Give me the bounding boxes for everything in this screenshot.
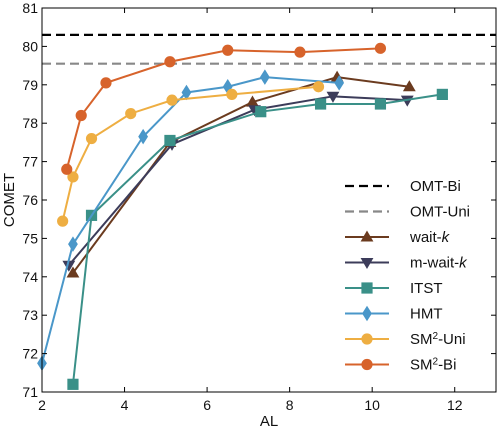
series-2-line — [71, 93, 443, 385]
series-4-point — [67, 171, 79, 183]
legend-marker — [362, 305, 372, 322]
y-tick-label: 78 — [22, 115, 38, 131]
series-3-point — [181, 84, 192, 101]
x-tick-label: 6 — [203, 397, 211, 413]
legend: OMT-Bi OMT-Uni wait-k m-wait-k ITST HMT SM2-Un… — [345, 178, 470, 374]
series-5-point — [75, 109, 87, 122]
series-4-point — [312, 81, 325, 93]
series-5-point — [164, 56, 176, 68]
series-2-point — [164, 134, 176, 147]
legend-marker — [360, 257, 374, 270]
x-tick-label: 12 — [447, 397, 463, 413]
series-4-point — [125, 108, 137, 120]
y-axis-label: COMET — [1, 173, 18, 227]
legend-marker — [361, 282, 373, 294]
series-5-point — [374, 42, 387, 54]
legend-label: SM2-Uni — [410, 331, 466, 349]
y-tick-label: 81 — [22, 0, 38, 16]
y-tick-label: 75 — [22, 230, 38, 246]
series-layer — [37, 42, 448, 390]
series-3-point — [68, 236, 78, 252]
legend-label: SM2-Bi — [410, 356, 456, 374]
x-axis-label: AL — [260, 413, 278, 430]
y-tick-label: 73 — [22, 307, 38, 323]
y-tick-label: 79 — [22, 77, 38, 93]
legend-label: HMT — [410, 306, 443, 323]
series-0-line — [72, 76, 410, 274]
series-2-point — [314, 98, 327, 110]
series-0-point — [66, 266, 80, 278]
series-5-point — [222, 44, 234, 56]
series-0-point — [402, 80, 416, 92]
series-5-point — [100, 77, 112, 89]
x-tick-label: 10 — [364, 397, 380, 413]
legend-label: OMT-Bi — [410, 178, 461, 195]
y-tick-label: 72 — [22, 346, 38, 362]
series-1-point — [326, 91, 340, 103]
x-tick-label: 4 — [121, 397, 129, 413]
y-tick-label: 74 — [22, 269, 38, 285]
legend-marker — [360, 230, 374, 242]
series-5-point — [61, 163, 73, 175]
series-2 — [67, 88, 448, 390]
series-5-point — [294, 46, 306, 58]
axis-ticks: 2 4 6 8 10 12 71 72 73 74 75 76 77 78 79 80 81 — [22, 0, 496, 413]
series-3-point — [259, 69, 270, 85]
series-4-point — [85, 132, 98, 145]
series-4-point — [166, 94, 178, 106]
series-2-point — [436, 88, 448, 100]
legend-marker — [361, 358, 373, 371]
y-tick-label: 76 — [22, 192, 38, 208]
y-tick-label: 77 — [22, 154, 38, 170]
series-2-point — [374, 98, 387, 110]
series-5 — [61, 42, 387, 175]
legend-marker — [361, 333, 373, 345]
legend-label: wait-k — [409, 229, 451, 246]
series-5-line — [65, 47, 381, 170]
y-tick-label: 71 — [22, 384, 38, 400]
series-2-point — [67, 378, 79, 390]
x-tick-label: 8 — [286, 397, 294, 413]
series-3-point — [334, 75, 345, 91]
series-4-point — [226, 88, 238, 101]
x-tick-label: 2 — [38, 397, 46, 413]
y-tick-label: 80 — [22, 38, 38, 54]
series-4 — [57, 81, 325, 227]
legend-label: m-wait-k — [410, 255, 468, 272]
series-2-point — [255, 106, 267, 118]
legend-label: ITST — [410, 280, 443, 297]
series-4-point — [57, 215, 69, 227]
reference-lines — [42, 33, 496, 65]
legend-label: OMT-Uni — [410, 204, 470, 221]
series-3-point — [138, 128, 149, 145]
